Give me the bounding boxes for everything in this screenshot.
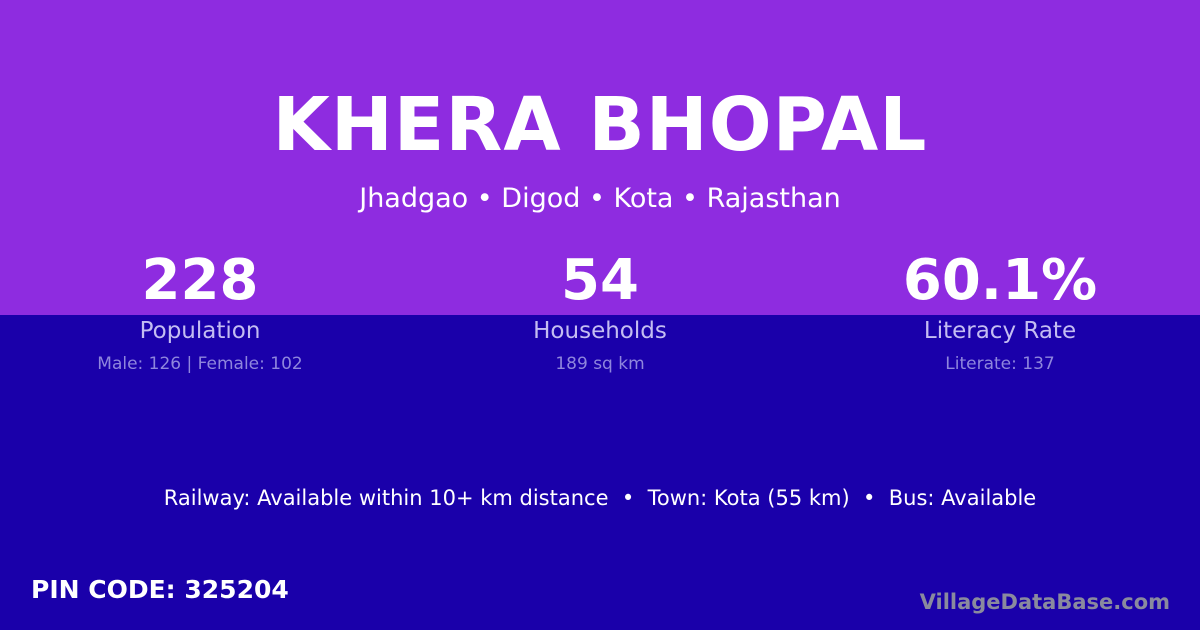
stat-households: 54 Households 189 sq km bbox=[400, 248, 800, 375]
brand-watermark: VillageDataBase.com bbox=[919, 590, 1170, 614]
stat-detail: Literate: 137 bbox=[945, 354, 1055, 374]
stat-value: 54 bbox=[561, 248, 639, 313]
stat-label: Households bbox=[533, 318, 667, 344]
stat-detail: 189 sq km bbox=[555, 354, 645, 374]
stat-detail: Male: 126 | Female: 102 bbox=[97, 354, 303, 374]
stat-population: 228 Population Male: 126 | Female: 102 bbox=[0, 248, 400, 375]
stat-value: 60.1% bbox=[902, 248, 1098, 313]
village-name: KHERA BHOPAL bbox=[272, 82, 928, 168]
pin-code: PIN CODE: 325204 bbox=[31, 575, 289, 604]
header-band bbox=[0, 0, 1200, 315]
stat-label: Literacy Rate bbox=[923, 318, 1077, 344]
facilities-line: Railway: Available within 10+ km distanc… bbox=[163, 486, 1037, 510]
location-breadcrumb: Jhadgao • Digod • Kota • Rajasthan bbox=[359, 183, 841, 214]
stat-literacy: 60.1% Literacy Rate Literate: 137 bbox=[800, 248, 1200, 375]
stat-label: Population bbox=[139, 318, 261, 344]
stat-value: 228 bbox=[141, 248, 259, 313]
